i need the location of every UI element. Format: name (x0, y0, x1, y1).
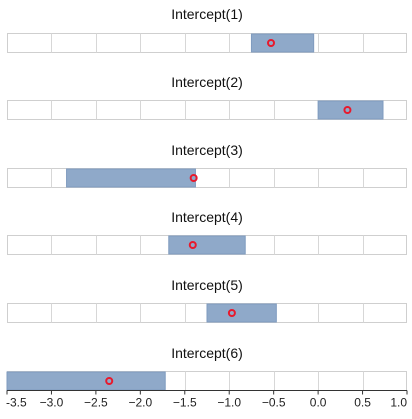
interval-bar (66, 168, 196, 188)
panel-title: Intercept(1) (171, 6, 243, 22)
x-tick-label: −2.5 (84, 396, 108, 410)
panel-frame (7, 33, 407, 53)
point-estimate-marker (189, 174, 198, 182)
interval-bar (250, 33, 315, 53)
point-estimate-marker (188, 241, 197, 249)
point-estimate-marker (343, 106, 352, 114)
x-tick-label: −1.0 (217, 396, 241, 410)
x-tick-label: 1.0 (390, 396, 407, 410)
x-tick-label: -3.5 (6, 396, 27, 410)
interval-bar (206, 303, 277, 323)
panel-title: Intercept(4) (171, 209, 243, 225)
x-tick-label: −0.5 (262, 396, 286, 410)
x-tick-label: −3.0 (40, 396, 64, 410)
interval-bar (168, 235, 246, 255)
panel-title: Intercept(6) (171, 345, 243, 361)
panel-title: Intercept(5) (171, 277, 243, 293)
x-tick-label: −1.5 (173, 396, 197, 410)
interval-bar (6, 371, 166, 391)
point-estimate-marker (227, 309, 236, 317)
x-tick-label: 0.5 (354, 396, 371, 410)
panel-frame (7, 100, 407, 120)
point-estimate-marker (105, 377, 114, 385)
point-estimate-marker (267, 39, 275, 47)
x-tick-label: 0.0 (310, 396, 327, 410)
panel-title: Intercept(3) (171, 142, 243, 158)
panel-title: Intercept(2) (171, 74, 243, 90)
x-tick-label: −2.0 (128, 396, 152, 410)
